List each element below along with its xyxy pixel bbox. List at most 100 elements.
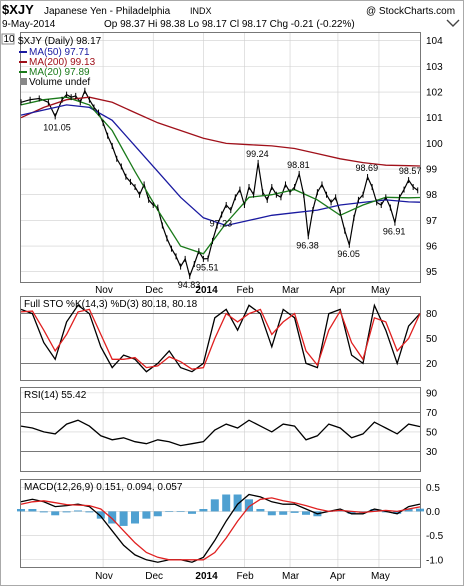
series-line--d (20, 308, 421, 370)
rsi-gridlines (21, 388, 420, 471)
histogram-bar (17, 509, 25, 512)
price-annotation: 99.24 (246, 149, 269, 159)
x-tick-label: Dec (145, 571, 163, 582)
symbol-title: $XJY (2, 2, 34, 17)
histogram-bar (370, 509, 379, 512)
histogram-bar (188, 511, 196, 514)
x-tick-label: May (371, 285, 390, 296)
histogram-bar (199, 509, 208, 512)
x-tick-label: Dec (145, 285, 163, 296)
rsi-legend: RSI(14) 55.42 (24, 390, 87, 401)
histogram-bar (39, 511, 48, 513)
histogram-bar (210, 499, 219, 512)
x-tick-label: Mar (282, 571, 300, 582)
histogram-bar (290, 511, 299, 513)
y-tick-label: -1.0 (426, 555, 444, 566)
x-tick-label: 2014 (195, 571, 218, 582)
price-y-axis: 95 96 97 98 99 100 101 102 103 104 (426, 36, 443, 278)
histogram-bar (393, 511, 402, 514)
histogram-bar (256, 509, 265, 512)
legend-entry: MA(200) 99.13 (29, 57, 96, 68)
x-tick-label: Apr (330, 571, 346, 582)
histogram-bar (222, 494, 231, 512)
x-tick-label: Feb (236, 571, 254, 582)
rsi-y-axis: 30 50 70 90 (426, 388, 438, 458)
y-tick-label: 97 (426, 216, 438, 227)
series-line--xjy (20, 89, 419, 279)
chevron-down-icon[interactable] (446, 19, 460, 27)
rsi-series (20, 419, 421, 447)
stochastic-legend: Full STO %K(14,3) %D(3) 80.18, 80.18 (24, 299, 198, 310)
date-label: 9-May-2014 (2, 19, 56, 30)
histogram-bar (142, 511, 151, 519)
watermark-text: @ StockCharts.com (366, 6, 455, 17)
rsi-title: RSI(14) 55.42 (24, 390, 87, 401)
y-tick-label: 0.5 (426, 483, 440, 494)
y-tick-label: 95 (426, 267, 438, 278)
x-tick-label: Apr (330, 285, 346, 296)
price-annotation: 94.83 (178, 280, 201, 290)
legend-swatch (20, 78, 27, 85)
histogram-bar (51, 511, 60, 516)
price-annotation: 101.05 (43, 122, 71, 132)
y-tick-label: 0.0 (426, 507, 440, 518)
histogram-bar (245, 499, 253, 512)
y-tick-label: 103 (426, 62, 443, 73)
histogram-bar (119, 511, 128, 526)
price-panel-frame (20, 32, 421, 283)
price-annotation: 98.69 (356, 163, 379, 173)
price-annotation: 96.05 (337, 249, 360, 259)
histogram-bar (165, 511, 174, 513)
x-tick-label: Nov (95, 571, 113, 582)
histogram-bar (153, 511, 162, 517)
y-tick-label: 70 (426, 408, 438, 419)
symbol-name: Japanese Yen - Philadelphia (44, 6, 171, 17)
histogram-bar (233, 494, 242, 512)
y-tick-label: 99 (426, 165, 438, 176)
macd-panel-frame (20, 479, 421, 568)
y-tick-label: 50 (426, 334, 438, 345)
rsi-panel-frame (20, 387, 421, 472)
macd-y-axis: -1.0 -0.5 0.0 0.5 (426, 483, 444, 567)
stochastic-title: Full STO %K(14,3) %D(3) 80.18, 80.18 (24, 299, 198, 310)
histogram-bar (416, 508, 424, 512)
legend-entry: MA(50) 97.71 (29, 47, 90, 58)
y-tick-label: 102 (426, 88, 443, 99)
price-annotation: 96.38 (296, 240, 319, 250)
y-tick-label: 96 (426, 242, 438, 253)
macd-legend: MACD(12,26,9) 0.151, 0.094, 0.057 (24, 482, 183, 493)
price-annotation: 97.23 (210, 218, 233, 228)
x-tick-label: May (371, 571, 390, 582)
price-panel-title: $XJY (Daily) 98.17 (18, 36, 102, 47)
stochastic-series (20, 303, 421, 373)
series-line--k (20, 303, 421, 373)
legend-entry: MA(20) 97.89 (29, 67, 90, 78)
y-tick-label: 104 (426, 36, 443, 47)
y-tick-label: 98 (426, 190, 438, 201)
log-scale-badge-label: 10 (4, 34, 16, 45)
log-scale-badge[interactable] (1, 33, 15, 45)
histogram-bar (267, 511, 276, 516)
histogram-bar (347, 511, 356, 514)
histogram-bar (404, 509, 413, 512)
y-tick-label: 30 (426, 447, 438, 458)
histogram-bar (96, 511, 105, 519)
stochastic-panel-frame (20, 296, 421, 381)
y-tick-label: 100 (426, 139, 443, 150)
price-annotation: 98.57 (399, 166, 422, 176)
macd-title: MACD(12,26,9) 0.151, 0.094, 0.057 (24, 482, 183, 493)
stochastic-y-axis: 20 50 80 (426, 309, 438, 370)
y-tick-label: 20 (426, 359, 438, 370)
x-tick-label: Nov (95, 285, 113, 296)
histogram-bar (131, 511, 139, 524)
histogram-bar (85, 511, 94, 513)
macd-series (20, 493, 421, 563)
stochastic-gridlines (21, 297, 420, 380)
quote-summary: Op 98.37 Hi 98.38 Lo 98.17 Cl 98.17 Chg … (104, 19, 355, 30)
y-tick-label: -0.5 (426, 531, 444, 542)
legend-entry: Volume undef (29, 77, 90, 88)
x-tick-label: 2014 (195, 285, 218, 296)
